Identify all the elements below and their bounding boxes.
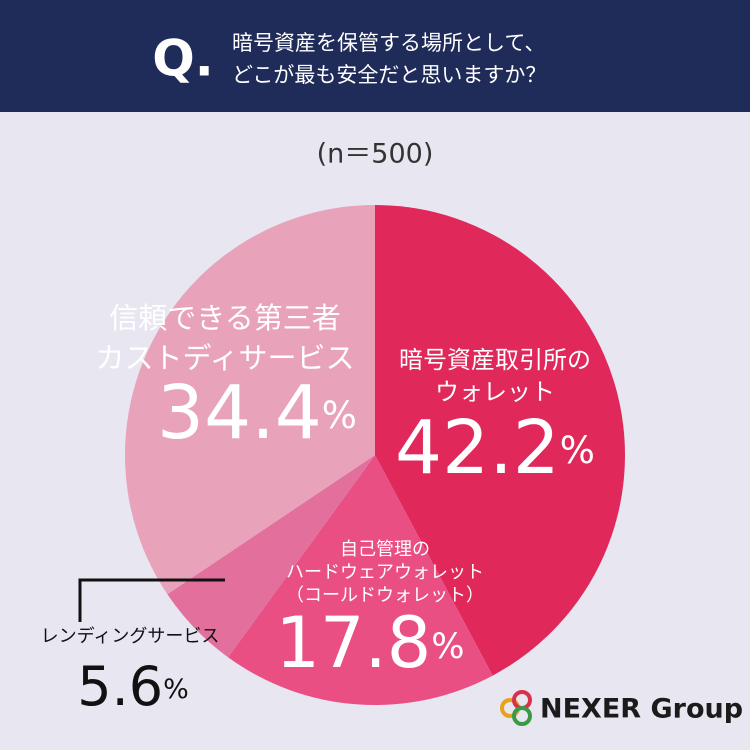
pie-slice <box>124 205 375 595</box>
slice-label: 自己管理のハードウェアウォレット（コールドウォレット） <box>286 539 484 606</box>
chart-title: 暗号資産を保管する場所として、どこが最も安全だと思いますか？ <box>232 31 546 87</box>
value-label: 42.2% <box>395 405 595 491</box>
value-label: 17.8% <box>275 602 464 684</box>
logo: NEXER Group <box>540 694 743 725</box>
slice-label: 暗号資産取引所のウォレット <box>399 346 591 406</box>
header <box>0 0 750 112</box>
slice-label: レンディングサービス <box>41 626 220 647</box>
pie-slice <box>167 455 375 658</box>
logo-icon <box>500 690 532 726</box>
pie <box>124 205 626 705</box>
slice-label: 信頼できる第三者カストディサービス <box>96 301 355 375</box>
value-label: 34.4% <box>157 370 357 456</box>
value-label: 5.6% <box>77 655 189 718</box>
badge: Q. <box>152 30 214 88</box>
callout-line <box>78 578 225 622</box>
pie-slice <box>228 455 493 705</box>
subtitle: (n＝500) <box>317 139 434 170</box>
pie-slice <box>375 205 626 676</box>
